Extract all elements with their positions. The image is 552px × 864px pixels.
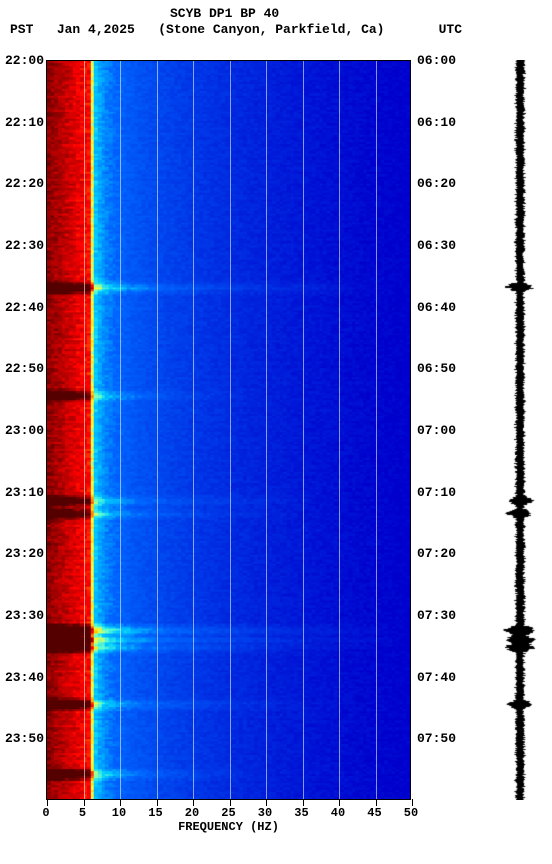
ylabel-left: 22:30 xyxy=(0,238,44,253)
gridline-vertical xyxy=(339,61,340,799)
figure-root: SCYB DP1 BP 40 PST Jan 4,2025 (Stone Can… xyxy=(0,0,552,864)
ylabel-right: 06:40 xyxy=(417,300,467,315)
xtick xyxy=(120,799,121,806)
title-date-line: PST Jan 4,2025 (Stone Canyon, Parkfield,… xyxy=(10,22,552,37)
ylabel-left: 23:40 xyxy=(0,670,44,685)
gridline-vertical xyxy=(157,61,158,799)
ylabel-right: 06:20 xyxy=(417,176,467,191)
ylabel-left: 23:20 xyxy=(0,546,44,561)
ylabel-right: 07:40 xyxy=(417,670,467,685)
waveform-canvas xyxy=(498,60,542,800)
xtick xyxy=(193,799,194,806)
xlabel: 40 xyxy=(331,806,345,820)
xtick xyxy=(376,799,377,806)
xlabel: 20 xyxy=(185,806,199,820)
ylabel-right: 07:00 xyxy=(417,423,467,438)
xtick xyxy=(47,799,48,806)
gridline-vertical xyxy=(303,61,304,799)
xlabel: 15 xyxy=(148,806,162,820)
gridline-vertical xyxy=(266,61,267,799)
ylabel-right: 06:50 xyxy=(417,361,467,376)
xtick xyxy=(303,799,304,806)
ylabel-right: 07:50 xyxy=(417,731,467,746)
ylabel-left: 22:00 xyxy=(0,53,44,68)
xlabel: 25 xyxy=(221,806,235,820)
xlabel: 45 xyxy=(367,806,381,820)
xtick xyxy=(412,799,413,806)
tz-left-label: PST xyxy=(10,22,33,37)
location-label: (Stone Canyon, Parkfield, Ca) xyxy=(158,22,384,37)
ylabel-left: 22:40 xyxy=(0,300,44,315)
ylabel-left: 22:20 xyxy=(0,176,44,191)
xtick xyxy=(339,799,340,806)
gridline-vertical xyxy=(193,61,194,799)
xlabel: 10 xyxy=(112,806,126,820)
ylabel-left: 23:00 xyxy=(0,423,44,438)
x-axis-title: FREQUENCY (HZ) xyxy=(46,820,411,834)
xlabel: 30 xyxy=(258,806,272,820)
ylabel-right: 06:10 xyxy=(417,115,467,130)
waveform-panel xyxy=(498,60,542,800)
xlabel: 0 xyxy=(42,806,49,820)
xlabel: 50 xyxy=(404,806,418,820)
xlabel: 35 xyxy=(294,806,308,820)
ylabel-right: 06:30 xyxy=(417,238,467,253)
ylabel-left: 23:10 xyxy=(0,485,44,500)
ylabel-right: 07:10 xyxy=(417,485,467,500)
xtick xyxy=(84,799,85,806)
xtick xyxy=(230,799,231,806)
gridline-vertical xyxy=(376,61,377,799)
date-label: Jan 4,2025 xyxy=(57,22,135,37)
spectrogram-panel xyxy=(46,60,411,800)
xlabel: 5 xyxy=(79,806,86,820)
ylabel-left: 23:30 xyxy=(0,608,44,623)
ylabel-left: 22:50 xyxy=(0,361,44,376)
xtick xyxy=(157,799,158,806)
title-station: SCYB DP1 BP 40 xyxy=(170,6,552,21)
ylabel-right: 07:30 xyxy=(417,608,467,623)
tz-right-label: UTC xyxy=(439,22,462,37)
gridline-vertical xyxy=(230,61,231,799)
spectrogram-canvas xyxy=(47,61,410,799)
gridline-vertical xyxy=(84,61,85,799)
gridline-vertical xyxy=(120,61,121,799)
ylabel-left: 22:10 xyxy=(0,115,44,130)
xtick xyxy=(266,799,267,806)
ylabel-right: 06:00 xyxy=(417,53,467,68)
ylabel-right: 07:20 xyxy=(417,546,467,561)
ylabel-left: 23:50 xyxy=(0,731,44,746)
